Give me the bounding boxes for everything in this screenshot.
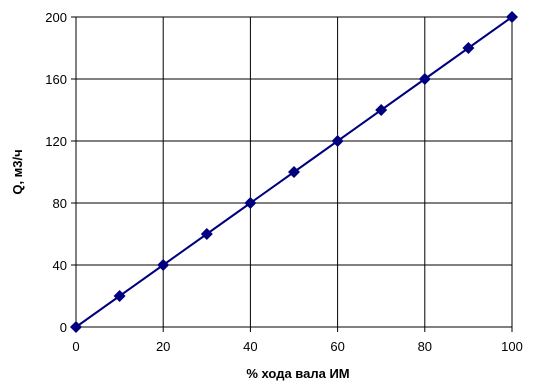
x-tick-label-4: 80 xyxy=(418,339,432,354)
x-tick-label-2: 40 xyxy=(243,339,257,354)
data-point-8 xyxy=(418,73,431,85)
series-group xyxy=(70,11,518,333)
x-tick-label-1: 20 xyxy=(156,339,170,354)
data-point-9 xyxy=(462,42,475,54)
data-point-3 xyxy=(200,228,213,240)
data-point-0 xyxy=(70,321,82,333)
y-axis-label: Q, м3/ч xyxy=(10,149,25,194)
data-point-1 xyxy=(113,290,126,302)
data-point-5 xyxy=(288,166,300,178)
data-point-6 xyxy=(331,135,344,147)
data-point-10 xyxy=(506,11,518,23)
y-tick-label-0: 0 xyxy=(60,320,67,335)
data-point-7 xyxy=(375,104,388,116)
x-tick-label-3: 60 xyxy=(330,339,344,354)
y-tick-label-3: 120 xyxy=(45,134,67,149)
y-tick-label-2: 80 xyxy=(53,196,67,211)
y-tick-label-5: 200 xyxy=(45,10,67,25)
x-tick-labels: 0 20 40 60 80 100 xyxy=(72,327,523,354)
x-tick-label-5: 100 xyxy=(501,339,523,354)
y-tick-labels: 0 40 80 120 160 200 xyxy=(45,10,76,335)
y-tick-label-1: 40 xyxy=(53,258,67,273)
x-tick-label-0: 0 xyxy=(72,339,79,354)
plot-area-frame xyxy=(75,16,513,328)
data-point-2 xyxy=(157,259,170,271)
x-axis-label: % хода вала ИМ xyxy=(246,366,349,381)
data-point-4 xyxy=(244,197,257,209)
y-tick-label-4: 160 xyxy=(45,72,67,87)
